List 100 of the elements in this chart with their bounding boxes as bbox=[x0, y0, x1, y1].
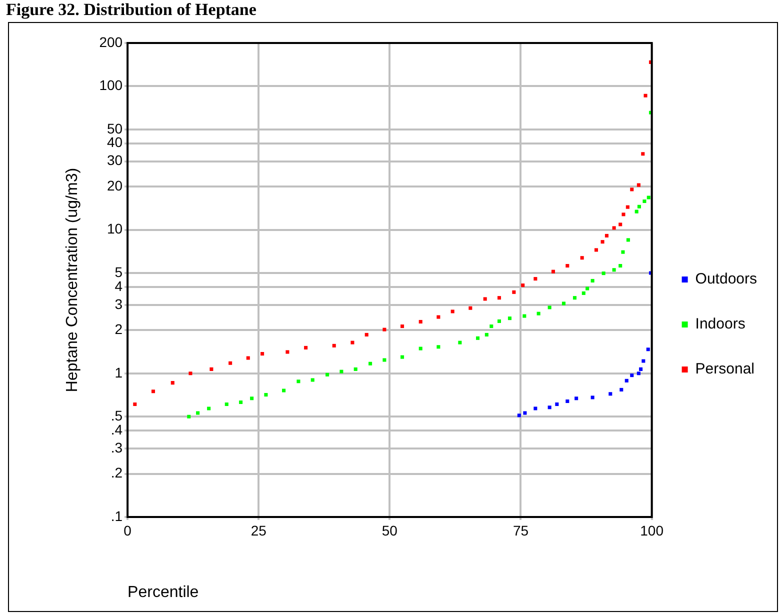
point bbox=[590, 278, 594, 282]
point bbox=[642, 200, 646, 204]
point bbox=[534, 277, 538, 281]
point bbox=[634, 210, 638, 214]
point bbox=[340, 370, 344, 374]
x-axis-title: Percentile bbox=[128, 584, 199, 601]
y-tick-label: 3 bbox=[114, 296, 123, 312]
point bbox=[246, 356, 250, 360]
point bbox=[286, 350, 290, 354]
point bbox=[517, 414, 521, 418]
legend-label: Personal bbox=[695, 360, 755, 378]
point bbox=[618, 264, 622, 268]
x-tick-label: 75 bbox=[512, 522, 529, 538]
point bbox=[582, 291, 586, 295]
point bbox=[436, 315, 440, 319]
point bbox=[364, 332, 368, 336]
point bbox=[604, 234, 608, 238]
point bbox=[644, 94, 648, 98]
point bbox=[586, 286, 590, 290]
x-tick-label: 0 bbox=[124, 522, 132, 538]
point bbox=[590, 396, 594, 400]
y-tick-label: .3 bbox=[110, 439, 123, 456]
point bbox=[612, 268, 616, 272]
point bbox=[382, 358, 386, 362]
point bbox=[618, 222, 622, 226]
point bbox=[497, 296, 502, 300]
point bbox=[626, 238, 630, 242]
point bbox=[580, 256, 584, 260]
y-tick-label: 2 bbox=[114, 321, 123, 338]
point bbox=[523, 411, 527, 415]
point bbox=[626, 205, 630, 209]
point bbox=[637, 204, 641, 208]
point bbox=[551, 270, 556, 274]
y-tick-label: 100 bbox=[99, 77, 123, 94]
y-tick-label: 50 bbox=[106, 120, 123, 136]
x-tick-label: 50 bbox=[382, 522, 398, 538]
point bbox=[210, 367, 214, 371]
point bbox=[572, 296, 577, 300]
point bbox=[170, 381, 174, 385]
point bbox=[566, 399, 570, 404]
point bbox=[574, 396, 578, 400]
y-tick-label: 5 bbox=[114, 264, 123, 280]
point bbox=[400, 355, 404, 359]
point bbox=[646, 348, 650, 352]
point bbox=[630, 188, 634, 192]
point bbox=[641, 152, 645, 156]
point bbox=[187, 414, 191, 418]
y-tick-label: .1 bbox=[110, 508, 123, 524]
point bbox=[310, 378, 314, 382]
point bbox=[476, 336, 480, 340]
point bbox=[490, 324, 494, 328]
point bbox=[282, 388, 286, 392]
point bbox=[196, 411, 200, 415]
point bbox=[621, 250, 625, 254]
point bbox=[602, 272, 606, 276]
point bbox=[296, 380, 300, 384]
point bbox=[600, 240, 604, 244]
y-tick-label: 10 bbox=[106, 220, 123, 237]
point bbox=[264, 393, 268, 397]
point bbox=[636, 183, 640, 187]
chart-title: Figure 32. Distribution of Heptane bbox=[6, 0, 256, 20]
y-tick-label: .4 bbox=[110, 421, 123, 438]
point bbox=[418, 320, 422, 324]
point bbox=[620, 388, 624, 392]
legend-label: Indoors bbox=[695, 316, 746, 333]
point bbox=[522, 314, 526, 318]
point bbox=[555, 402, 559, 406]
point bbox=[646, 196, 650, 200]
point bbox=[508, 316, 512, 320]
point bbox=[484, 332, 488, 336]
y-tick-label: 200 bbox=[99, 34, 123, 50]
point bbox=[304, 346, 308, 350]
point bbox=[548, 306, 552, 310]
point bbox=[608, 392, 612, 396]
point bbox=[622, 212, 626, 216]
point bbox=[436, 345, 440, 349]
point bbox=[612, 226, 616, 230]
point bbox=[562, 302, 566, 306]
point bbox=[228, 361, 232, 365]
y-tick-label: 40 bbox=[106, 134, 123, 150]
point bbox=[326, 372, 330, 376]
point bbox=[368, 362, 372, 366]
point bbox=[450, 310, 454, 314]
point bbox=[458, 340, 462, 344]
y-tick-label: 1 bbox=[114, 364, 123, 380]
point bbox=[418, 346, 422, 350]
point bbox=[594, 248, 598, 252]
y-tick-label: 30 bbox=[106, 152, 123, 168]
point bbox=[483, 297, 487, 301]
y-tick-label: .2 bbox=[110, 464, 123, 481]
point bbox=[630, 374, 634, 378]
y-tick-label: .5 bbox=[110, 407, 123, 424]
point bbox=[566, 264, 570, 268]
point bbox=[224, 402, 228, 406]
point bbox=[642, 359, 646, 363]
point bbox=[497, 319, 502, 323]
point bbox=[468, 306, 472, 310]
y-axis-title: Heptane Concentration (ug/m3) bbox=[64, 168, 82, 392]
point bbox=[350, 340, 354, 344]
point bbox=[534, 406, 538, 410]
